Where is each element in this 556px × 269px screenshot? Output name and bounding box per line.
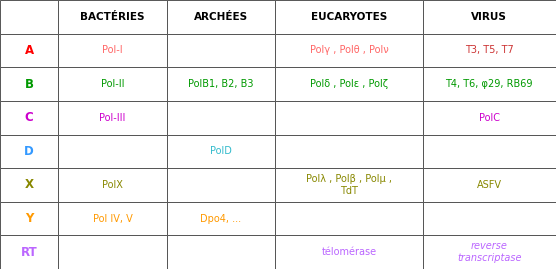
Text: Pol-II: Pol-II bbox=[101, 79, 125, 89]
Text: EUCARYOTES: EUCARYOTES bbox=[311, 12, 387, 22]
Text: ARCHÉES: ARCHÉES bbox=[194, 12, 248, 22]
Bar bbox=[167, 202, 275, 235]
Bar bbox=[423, 101, 556, 134]
Bar bbox=[423, 134, 556, 168]
Bar bbox=[0, 0, 58, 34]
Bar bbox=[423, 168, 556, 202]
Bar bbox=[167, 0, 275, 34]
Bar bbox=[167, 168, 275, 202]
Bar bbox=[275, 202, 423, 235]
Bar bbox=[423, 202, 556, 235]
Text: reverse
transcriptase: reverse transcriptase bbox=[457, 241, 522, 263]
Text: télomérase: télomérase bbox=[321, 247, 376, 257]
Bar bbox=[0, 235, 58, 269]
Bar bbox=[423, 34, 556, 67]
Bar bbox=[58, 34, 167, 67]
Text: PolD: PolD bbox=[210, 146, 232, 156]
Bar bbox=[0, 168, 58, 202]
Text: ASFV: ASFV bbox=[477, 180, 502, 190]
Text: B: B bbox=[24, 77, 34, 91]
Bar bbox=[423, 235, 556, 269]
Text: PolB1, B2, B3: PolB1, B2, B3 bbox=[188, 79, 254, 89]
Text: Pol IV, V: Pol IV, V bbox=[93, 214, 132, 224]
Bar bbox=[0, 101, 58, 134]
Text: Y: Y bbox=[25, 212, 33, 225]
Bar bbox=[58, 67, 167, 101]
Text: VIRUS: VIRUS bbox=[471, 12, 507, 22]
Text: Pol-I: Pol-I bbox=[102, 45, 123, 55]
Text: A: A bbox=[24, 44, 34, 57]
Bar bbox=[275, 235, 423, 269]
Bar bbox=[58, 168, 167, 202]
Bar bbox=[58, 134, 167, 168]
Text: Pol-III: Pol-III bbox=[100, 113, 126, 123]
Text: Dpo4, ...: Dpo4, ... bbox=[201, 214, 241, 224]
Bar bbox=[0, 202, 58, 235]
Text: X: X bbox=[24, 178, 34, 192]
Bar bbox=[275, 134, 423, 168]
Bar bbox=[275, 34, 423, 67]
Bar bbox=[167, 34, 275, 67]
Text: T3, T5, T7: T3, T5, T7 bbox=[465, 45, 514, 55]
Bar bbox=[167, 67, 275, 101]
Text: Polγ , Polθ , Polν: Polγ , Polθ , Polν bbox=[310, 45, 388, 55]
Bar bbox=[167, 235, 275, 269]
Bar bbox=[275, 0, 423, 34]
Bar bbox=[58, 235, 167, 269]
Text: Polλ , Polβ , Polμ ,
TdT: Polλ , Polβ , Polμ , TdT bbox=[306, 174, 392, 196]
Bar bbox=[275, 101, 423, 134]
Bar bbox=[423, 67, 556, 101]
Text: D: D bbox=[24, 145, 34, 158]
Text: C: C bbox=[25, 111, 33, 124]
Bar bbox=[275, 168, 423, 202]
Text: RT: RT bbox=[21, 246, 38, 259]
Bar bbox=[423, 0, 556, 34]
Text: PolC: PolC bbox=[479, 113, 500, 123]
Text: BACTÉRIES: BACTÉRIES bbox=[80, 12, 145, 22]
Text: PolX: PolX bbox=[102, 180, 123, 190]
Bar bbox=[0, 134, 58, 168]
Text: T4, T6, φ29, RB69: T4, T6, φ29, RB69 bbox=[445, 79, 533, 89]
Bar bbox=[275, 67, 423, 101]
Bar bbox=[58, 0, 167, 34]
Bar bbox=[58, 202, 167, 235]
Bar bbox=[58, 101, 167, 134]
Bar bbox=[167, 134, 275, 168]
Text: Polδ , Polε , Polζ: Polδ , Polε , Polζ bbox=[310, 79, 388, 89]
Bar bbox=[0, 67, 58, 101]
Bar bbox=[0, 34, 58, 67]
Bar bbox=[167, 101, 275, 134]
